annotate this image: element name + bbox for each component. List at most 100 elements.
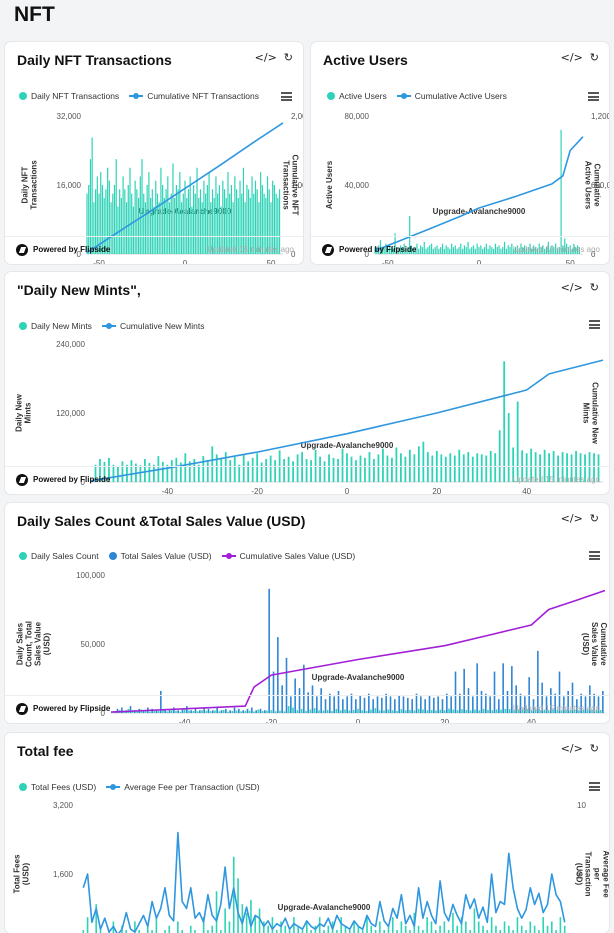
- powered-by-link[interactable]: Powered by Flipside: [33, 245, 110, 254]
- x-axis-title: Upgrade-Avalanche9000: [301, 441, 394, 450]
- y-tick-label: 40,000: [345, 181, 370, 190]
- bar: [370, 926, 372, 933]
- y-axis-title: Active Users: [325, 160, 334, 209]
- bar: [246, 913, 248, 933]
- y-tick-label: 1,600: [53, 870, 74, 879]
- bar: [452, 913, 454, 933]
- bar: [379, 921, 381, 933]
- chart-svg: 040,00080,0000600,0001,200,000-50050Upgr…: [311, 42, 609, 264]
- bar: [250, 900, 252, 933]
- bar: [267, 926, 269, 933]
- y-tick-label: 120,000: [56, 409, 85, 418]
- y2-axis-title: Cumulative NewMints: [582, 382, 600, 445]
- bar: [272, 917, 274, 933]
- bar: [418, 926, 420, 933]
- y-tick-label: 80,000: [345, 112, 370, 121]
- y2-tick-label: 2,000,000: [291, 112, 303, 121]
- bar: [168, 926, 170, 933]
- series-line: [375, 137, 583, 251]
- bar: [439, 926, 441, 933]
- bar: [431, 921, 433, 933]
- powered-by-link[interactable]: Powered by Flipside: [339, 245, 416, 254]
- bar: [190, 926, 192, 933]
- bar: [229, 921, 231, 933]
- powered-by-link[interactable]: Powered by Flipside: [33, 475, 110, 484]
- bar: [504, 921, 506, 933]
- chart-card-daily-sales: Daily Sales Count &Total Sales Value (US…: [5, 503, 609, 723]
- chart-svg: 01,6003,2000510-40-2002040Upgrade-Avalan…: [5, 733, 609, 933]
- bar: [327, 926, 329, 933]
- chart-svg: 050,000100,0000800,0001,600,000-40-20020…: [5, 503, 609, 723]
- bar: [478, 921, 480, 933]
- bar: [211, 926, 213, 933]
- bar: [503, 361, 505, 482]
- powered-by-link[interactable]: Powered by Flipside: [33, 704, 110, 713]
- bar: [482, 926, 484, 933]
- bar: [521, 926, 523, 933]
- card-footer: Powered by Flipside Updated 15 minutes a…: [5, 466, 609, 494]
- y-tick-label: 50,000: [81, 640, 106, 649]
- bar: [456, 926, 458, 933]
- bar: [508, 926, 510, 933]
- chart-card-daily-new-mints: "Daily New Mints", </> ↻ Daily New Mints…: [5, 272, 609, 494]
- bar: [280, 921, 282, 933]
- bar: [564, 926, 566, 933]
- bar: [495, 926, 497, 933]
- chart-svg: 0120,000240,00003,000,0006,000,000-40-20…: [5, 272, 609, 494]
- bar: [474, 909, 476, 933]
- updated-timestamp: Updated 15 minutes ago: [207, 245, 294, 254]
- bar: [517, 917, 519, 933]
- bar: [177, 921, 179, 933]
- chart-card-total-fee: Total fee </> ↻ Total Fees (USD)Average …: [5, 733, 609, 933]
- card-footer: Powered by Flipside Updated 15 minutes a…: [5, 695, 609, 723]
- bar: [285, 926, 287, 933]
- flipside-logo-icon: [322, 244, 334, 256]
- bar: [340, 917, 342, 933]
- bar: [263, 921, 265, 933]
- bar: [87, 917, 89, 933]
- y-tick-label: 3,200: [53, 801, 74, 810]
- bar: [224, 909, 226, 933]
- bar: [560, 917, 562, 933]
- page-title: NFT: [14, 3, 55, 27]
- y-tick-label: 16,000: [57, 181, 82, 190]
- bar: [216, 891, 218, 933]
- y-tick-label: 100,000: [76, 571, 105, 580]
- y2-tick-label: 10: [577, 801, 586, 810]
- bar: [426, 917, 428, 933]
- bar: [444, 921, 446, 933]
- y2-axis-title: Cumulative NFTTransactions: [282, 155, 300, 216]
- y2-axis-title: Average FeeperTransaction(USD): [575, 850, 610, 898]
- x-axis-title: Upgrade-Avalanche9000: [312, 673, 405, 682]
- x-axis-title: Upgrade-Avalanche9000: [278, 903, 371, 912]
- card-footer: Powered by Flipside Updated 15 minutes a…: [5, 236, 303, 264]
- flipside-logo-icon: [16, 703, 28, 715]
- y2-tick-label: 1,200,000: [591, 112, 609, 121]
- y-tick-label: 240,000: [56, 340, 85, 349]
- y-tick-label: 32,000: [57, 112, 82, 121]
- bar: [491, 917, 493, 933]
- bar: [547, 926, 549, 933]
- bar: [405, 926, 407, 933]
- bar: [530, 921, 532, 933]
- y-axis-title: Total Fees(USD): [13, 854, 31, 894]
- bar: [401, 921, 403, 933]
- flipside-logo-icon: [16, 474, 28, 486]
- bar: [534, 926, 536, 933]
- series-line: [83, 833, 564, 933]
- updated-timestamp: Updated 15 minutes ago: [513, 245, 600, 254]
- card-footer: Powered by Flipside Updated 15 minutes a…: [311, 236, 609, 264]
- bar: [542, 917, 544, 933]
- y-axis-title: Daily NFTTransactions: [21, 160, 39, 210]
- chart-card-daily-nft-transactions: Daily NFT Transactions </> ↻ Daily NFT T…: [5, 42, 303, 264]
- y2-axis-title: CumulativeActive Users: [584, 161, 602, 210]
- updated-timestamp: Updated 15 minutes ago: [513, 704, 600, 713]
- bar: [551, 921, 553, 933]
- y2-axis-title: CumulativeSales Value(USD): [581, 622, 608, 667]
- flipside-logo-icon: [16, 244, 28, 256]
- bar-series: [95, 361, 600, 482]
- series-line: [111, 591, 605, 713]
- updated-timestamp: Updated 15 minutes ago: [513, 475, 600, 484]
- bar: [465, 921, 467, 933]
